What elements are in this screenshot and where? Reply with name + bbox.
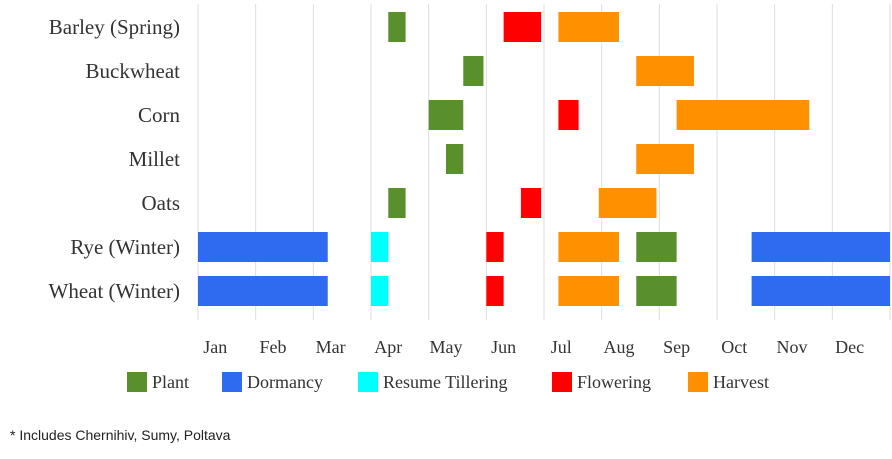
bar-oats-harvest [598,188,657,218]
legend-swatch-resume-tillering [358,372,378,392]
bar-oats-plant [388,188,406,218]
crop-label-wheat-winter: Wheat (Winter) [49,279,181,303]
bar-wheat-winter-dormancy [751,276,890,306]
bar-rye-winter-flowering [486,232,504,262]
legend-label-dormancy: Dormancy [247,372,323,392]
legend-label-harvest: Harvest [713,372,769,392]
bar-millet-plant [445,144,464,174]
legend: Plant Dormancy Resume Tillering Flowering Ha… [127,372,769,392]
footnote: * Includes Chernihiv, Sumy, Poltava [10,427,231,443]
legend-swatch-dormancy [222,372,242,392]
legend-label-resume-tillering: Resume Tillering [383,372,508,392]
month-label-jan: Jan [203,337,227,357]
bar-buckwheat-harvest [636,56,694,86]
month-label-feb: Feb [259,337,286,357]
month-labels: Jan Feb Mar Apr May Jun Jul Aug Sep Oct Nov Dec [203,337,864,357]
task-bars [198,12,890,306]
legend-label-plant: Plant [152,372,189,392]
legend-label-flowering: Flowering [577,372,651,392]
bar-wheat-winter-resume-tillering [371,276,389,306]
month-label-jun: Jun [491,337,516,357]
bar-wheat-winter-flowering [486,276,504,306]
crop-label-millet: Millet [129,147,180,171]
crop-calendar-chart: Barley (Spring) Buckwheat Corn Millet Oats Ry… [49,4,891,392]
bar-rye-winter-dormancy [198,232,328,262]
bar-buckwheat-plant [463,56,484,86]
crop-label-oats: Oats [142,191,181,215]
month-label-may: May [429,337,462,357]
bar-barley-spring-harvest [558,12,619,42]
bar-wheat-winter-harvest [558,276,619,306]
bar-corn-flowering [558,100,579,130]
bar-rye-winter-resume-tillering [371,232,389,262]
month-label-sep: Sep [663,337,690,357]
crop-label-corn: Corn [138,103,181,127]
crop-labels: Barley (Spring) Buckwheat Corn Millet Oats Ry… [49,15,181,303]
legend-swatch-flowering [552,372,572,392]
month-label-mar: Mar [316,337,346,357]
month-label-jul: Jul [551,337,572,357]
crop-label-buckwheat: Buckwheat [86,59,181,83]
legend-swatch-plant [127,372,147,392]
crop-label-rye-winter: Rye (Winter) [70,235,180,259]
bar-barley-spring-flowering [503,12,542,42]
chart-svg: Barley (Spring) Buckwheat Corn Millet Oats Ry… [49,4,891,392]
month-label-aug: Aug [603,337,634,357]
bar-wheat-winter-dormancy [198,276,328,306]
month-label-apr: Apr [374,337,402,357]
legend-swatch-harvest [688,372,708,392]
month-label-oct: Oct [721,337,747,357]
bar-wheat-winter-plant [636,276,677,306]
bar-oats-flowering [520,188,542,218]
bar-barley-spring-plant [388,12,406,42]
bar-millet-harvest [636,144,694,174]
bar-corn-plant [428,100,464,130]
bar-rye-winter-harvest [558,232,619,262]
crop-label-barley-spring: Barley (Spring) [49,15,180,39]
bar-rye-winter-dormancy [751,232,890,262]
month-label-dec: Dec [835,337,864,357]
gridlines [197,4,891,320]
bar-rye-winter-plant [636,232,677,262]
bar-corn-harvest [676,100,810,130]
month-label-nov: Nov [776,337,807,357]
